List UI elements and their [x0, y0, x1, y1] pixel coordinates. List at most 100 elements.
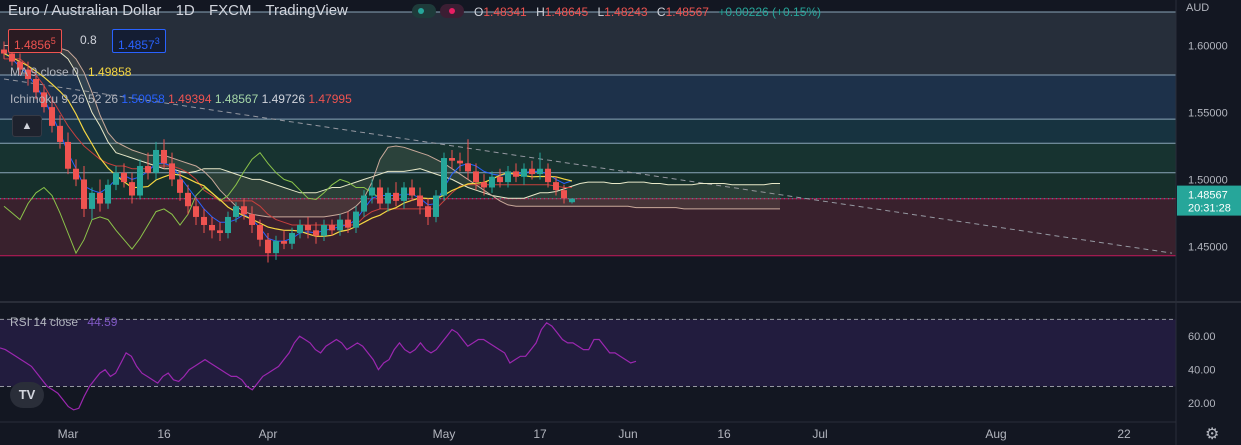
candle-body[interactable] — [377, 187, 383, 204]
candle-body[interactable] — [513, 171, 519, 177]
candle-body[interactable] — [329, 224, 335, 231]
candle-body[interactable] — [241, 206, 247, 215]
candle-body[interactable] — [465, 163, 471, 172]
tradingview-logo[interactable]: TV — [10, 382, 44, 408]
candle-body[interactable] — [145, 166, 151, 173]
candle-body[interactable] — [105, 184, 111, 204]
candle-body[interactable] — [217, 230, 223, 234]
time-tick-label: 16 — [717, 427, 731, 441]
candle-body[interactable] — [41, 92, 47, 108]
candle-body[interactable] — [265, 239, 271, 254]
ma-legend[interactable]: MA 9 close 0 1.49858 — [10, 65, 131, 79]
candle-body[interactable] — [433, 195, 439, 217]
close-value: 1.48567 — [665, 5, 709, 19]
toggle-dot-icon — [449, 8, 455, 14]
candle-body[interactable] — [17, 61, 23, 70]
candle-body[interactable] — [545, 168, 551, 183]
candle-body[interactable] — [305, 224, 311, 231]
candle-body[interactable] — [257, 224, 263, 240]
ma-value: 1.49858 — [88, 65, 132, 79]
current-price-tag[interactable] — [1177, 185, 1241, 216]
candle-body[interactable] — [393, 192, 399, 201]
collapse-legend-button[interactable]: ▲ — [12, 115, 42, 137]
candle-body[interactable] — [441, 158, 447, 196]
candle-body[interactable] — [57, 125, 63, 142]
candle-body[interactable] — [409, 187, 415, 196]
candle-body[interactable] — [89, 192, 95, 209]
candle-body[interactable] — [9, 53, 15, 62]
candle-body[interactable] — [569, 198, 575, 203]
candle-body[interactable] — [457, 160, 463, 164]
settings-gear-icon[interactable]: ⚙ — [1205, 426, 1220, 443]
candle-body[interactable] — [121, 172, 127, 183]
candle-body[interactable] — [113, 172, 119, 185]
candle-body[interactable] — [449, 158, 455, 161]
chart-title[interactable]: Euro / Australian Dollar 1D FXCM Trading… — [8, 2, 358, 19]
rsi-legend[interactable]: RSI 14 close 44.59 — [10, 315, 117, 329]
candle-body[interactable] — [1, 49, 7, 54]
buy-button[interactable]: 1.48573 — [112, 29, 166, 53]
interval-label[interactable]: 1D — [175, 2, 195, 19]
candle-body[interactable] — [497, 176, 503, 183]
candle-body[interactable] — [185, 192, 191, 207]
rsi-tick-label: 60.00 — [1188, 331, 1216, 343]
candle-body[interactable] — [553, 182, 559, 191]
candle-body[interactable] — [489, 176, 495, 188]
candle-body[interactable] — [65, 141, 71, 169]
price-zone — [0, 119, 1176, 144]
visibility-toggle-group[interactable] — [412, 2, 468, 20]
candle-body[interactable] — [289, 233, 295, 244]
candle-body[interactable] — [129, 182, 135, 196]
chikou-line — [3, 151, 381, 255]
candle-body[interactable] — [537, 168, 543, 175]
candle-body[interactable] — [297, 224, 303, 234]
sell-button[interactable]: 1.48565 — [8, 29, 62, 53]
candle-body[interactable] — [169, 163, 175, 180]
candle-body[interactable] — [177, 179, 183, 193]
candle-body[interactable] — [193, 206, 199, 217]
candle-body[interactable] — [473, 171, 479, 183]
candle-body[interactable] — [49, 107, 55, 126]
price-tick-label: 1.50000 — [1188, 174, 1228, 186]
close-label: C — [656, 5, 666, 19]
candle-body[interactable] — [25, 69, 31, 79]
candle-body[interactable] — [425, 206, 431, 217]
candle-body[interactable] — [369, 187, 375, 196]
candle-body[interactable] — [137, 166, 143, 196]
candle-body[interactable] — [361, 195, 367, 212]
candle-body[interactable] — [281, 241, 287, 244]
exchange-label: FXCM — [208, 2, 252, 19]
candle-body[interactable] — [321, 224, 327, 236]
candle-body[interactable] — [201, 216, 207, 225]
candle-body[interactable] — [561, 190, 567, 199]
candle-body[interactable] — [73, 168, 79, 180]
kijun-line — [4, 58, 572, 226]
trend-line[interactable] — [3, 78, 1173, 254]
candle-body[interactable] — [209, 224, 215, 231]
candle-body[interactable] — [345, 219, 351, 228]
symbol-name[interactable]: Euro / Australian Dollar — [8, 2, 162, 19]
candle-body[interactable] — [337, 219, 343, 231]
candle-body[interactable] — [225, 216, 231, 234]
candle-body[interactable] — [481, 182, 487, 188]
candle-body[interactable] — [33, 78, 39, 93]
candle-body[interactable] — [153, 149, 159, 173]
candle-body[interactable] — [385, 192, 391, 204]
candlesticks[interactable] — [1, 41, 575, 263]
candle-body[interactable] — [161, 149, 167, 164]
ichimoku-legend[interactable]: Ichimoku 9 26 52 26 1.50058 1.49394 1.48… — [10, 92, 352, 106]
candle-body[interactable] — [233, 206, 239, 217]
candle-body[interactable] — [417, 195, 423, 207]
candle-body[interactable] — [273, 241, 279, 254]
candle-body[interactable] — [313, 230, 319, 236]
candle-body[interactable] — [97, 192, 103, 204]
candle-body[interactable] — [81, 179, 87, 209]
candle-body[interactable] — [505, 171, 511, 183]
sell-price: 1.4856 — [14, 38, 51, 52]
candle-body[interactable] — [353, 211, 359, 228]
candle-body[interactable] — [401, 187, 407, 201]
candle-body[interactable] — [521, 168, 527, 177]
candle-body[interactable] — [529, 168, 535, 175]
candle-body[interactable] — [249, 214, 255, 225]
